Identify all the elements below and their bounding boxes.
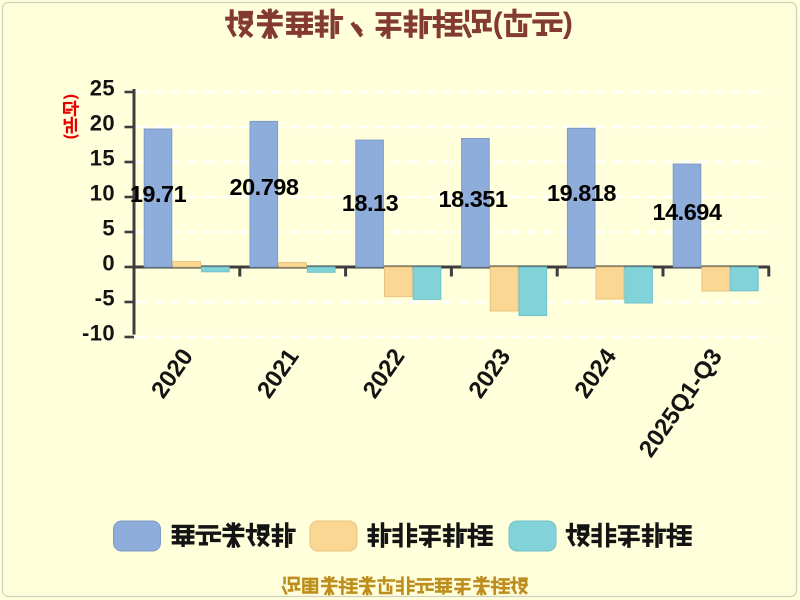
svg-text:20: 20 <box>90 111 115 136</box>
svg-text:(: ( <box>63 94 80 100</box>
svg-text:0: 0 <box>102 251 115 276</box>
svg-text:18.351: 18.351 <box>439 186 508 212</box>
svg-text:10: 10 <box>90 181 115 206</box>
svg-text:14.694: 14.694 <box>653 199 722 225</box>
svg-text:19.71: 19.71 <box>130 181 187 207</box>
svg-text:5: 5 <box>102 216 115 241</box>
svg-text:18.13: 18.13 <box>342 190 399 216</box>
svg-text:-5: -5 <box>95 286 115 311</box>
svg-text:): ) <box>563 7 573 40</box>
svg-text:19.818: 19.818 <box>547 180 616 206</box>
svg-text:-10: -10 <box>82 321 115 346</box>
svg-text:25: 25 <box>90 76 115 101</box>
svg-text:): ) <box>63 134 80 139</box>
svg-text:(: ( <box>493 7 503 40</box>
svg-text:15: 15 <box>90 146 115 171</box>
svg-text:20.798: 20.798 <box>230 174 299 200</box>
